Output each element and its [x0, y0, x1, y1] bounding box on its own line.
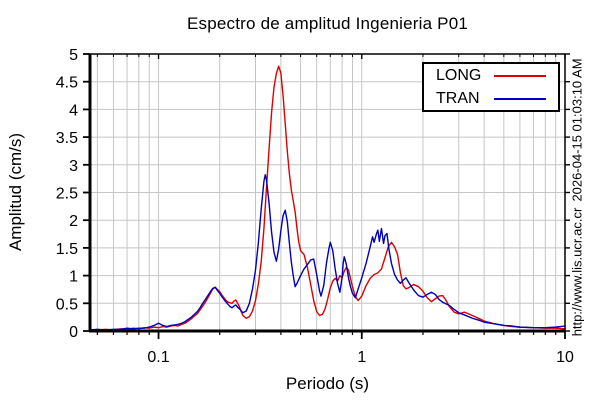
y-tick-label: 0	[69, 324, 78, 341]
legend-line-sample-long	[494, 75, 546, 77]
x-tick-label: 1	[357, 349, 366, 366]
x-axis-label: Periodo (s)	[285, 374, 370, 393]
y-tick-labels: 0 0.5 1 1.5 2 2.5 3 3.5 4 4.5 5	[56, 47, 78, 341]
y-tick-label: 2	[69, 213, 78, 230]
x-tick-label: 0.1	[147, 349, 169, 366]
y-tick-label: 5	[69, 47, 78, 64]
axis-ticks	[83, 53, 570, 339]
chart-title: Espectro de amplitud Ingenieria P01	[186, 14, 469, 33]
y-tick-label: 2.5	[56, 186, 78, 203]
legend-line-sample-tran	[494, 98, 546, 100]
legend-item-long: LONG	[424, 64, 558, 87]
legend: LONG TRAN	[422, 62, 560, 112]
y-tick-label: 1.5	[56, 241, 78, 258]
y-tick-label: 1	[69, 269, 78, 286]
y-tick-label: 3	[69, 158, 78, 175]
y-tick-label: 4.5	[56, 75, 78, 92]
legend-label-tran: TRAN	[436, 90, 480, 107]
y-tick-label: 4	[69, 102, 78, 119]
x-tick-label: 10	[556, 349, 574, 366]
x-tick-labels: 0.1 1 10	[147, 349, 574, 366]
gridlines	[90, 53, 566, 332]
legend-label-long: LONG	[436, 67, 482, 84]
timestamp-annotation: 2026-04-15 01:03:10 AM	[569, 58, 585, 202]
y-tick-label: 3.5	[56, 130, 78, 147]
series-tran-line	[89, 174, 566, 331]
y-tick-label: 0.5	[56, 296, 78, 313]
url-annotation: http://www.lis.ucr.ac.cr	[569, 207, 585, 337]
legend-item-tran: TRAN	[424, 87, 558, 110]
